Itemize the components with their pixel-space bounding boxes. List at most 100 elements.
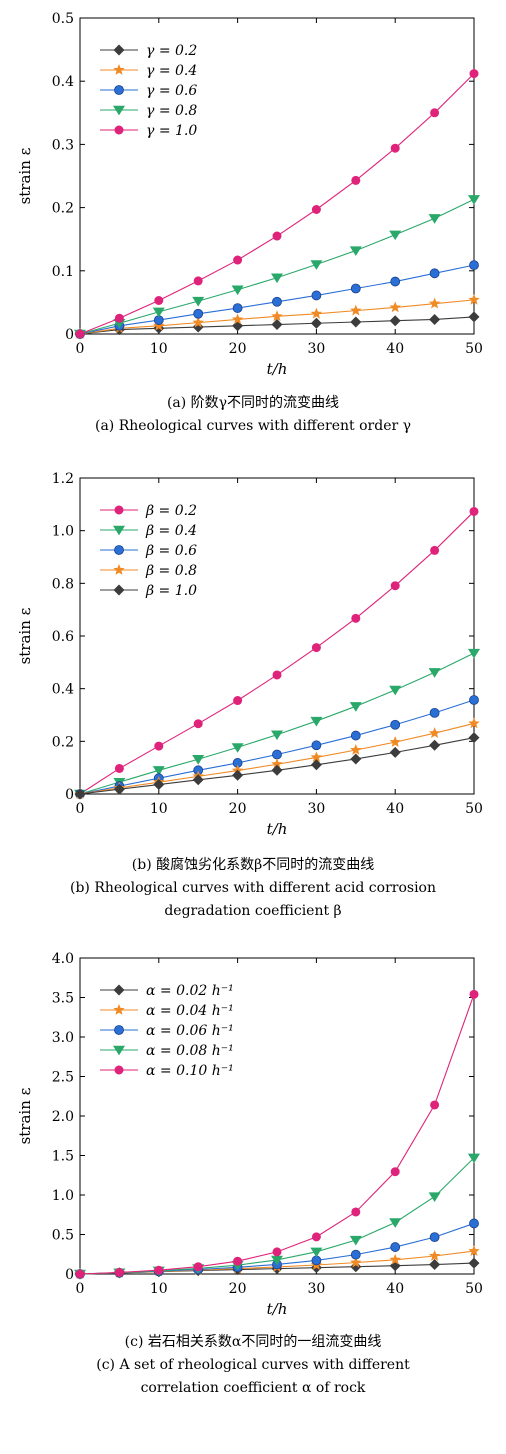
data-point [350,283,361,294]
data-point [429,268,440,279]
x-tick-label: 40 [386,1281,404,1297]
series-c-3 [74,1153,480,1280]
legend-item: β = 0.2 [100,503,197,519]
y-tick-label: 0.4 [52,682,74,698]
data-point [311,643,321,653]
y-tick-label: 1.5 [52,1149,74,1165]
x-tick-label: 50 [465,341,483,357]
series-b-0 [75,506,479,799]
data-point [428,1192,441,1202]
data-point [192,296,205,307]
data-point [231,313,244,325]
data-point [389,1253,401,1265]
data-point [271,730,283,741]
legend-marker [113,584,125,596]
legend-c: α = 0.02 h⁻¹ α = 0.04 h⁻¹ α = 0.06 h⁻¹ α = … [100,983,234,1079]
data-point [152,766,165,776]
data-point [390,581,400,591]
caption-b-en: (b) Rheological curves with different ac… [69,880,436,896]
data-point [390,1167,400,1177]
y-tick-label: 0.2 [52,734,74,750]
data-point [469,989,479,999]
y-axis-label: strain ε [16,1087,34,1144]
data-point [74,788,86,800]
x-tick-label: 50 [465,801,483,817]
x-tick-label: 0 [76,341,85,357]
data-point [468,717,480,729]
data-point [311,290,322,301]
legend-item: γ = 0.4 [100,63,197,79]
data-point [113,783,125,795]
data-point [272,231,282,241]
data-point [272,296,282,307]
legend-marker [113,1004,125,1015]
data-point [428,1249,441,1261]
data-point [192,774,204,786]
data-point [271,319,283,331]
data-point [271,1255,283,1266]
caption-a-cn: (a) 阶数γ不同时的流变曲线 [166,395,340,411]
x-axis-label: t/h [267,820,288,838]
y-tick-label: 0.1 [52,264,74,280]
y-tick-label: 0 [65,787,74,803]
chart-panel-b: 0 10 20 30 40 50 0 0.2 0.4 0.6 0.8 1.0 1.2 t/h strain … [0,460,506,930]
data-point [75,1269,85,1279]
data-point [428,297,441,309]
x-tick-label: 50 [465,1281,483,1297]
chart-b-svg: 0 10 20 30 40 50 0 0.2 0.4 0.6 0.8 1.0 1.2 t/h strain … [16,471,483,838]
data-point [351,1207,361,1217]
chart-panel-a: 0 10 20 30 40 50 0 0.1 0.2 0.3 0.4 0.5 t/h strain ε γ … [0,0,506,450]
legend-item: γ = 0.2 [100,43,197,59]
data-point [469,506,479,516]
y-tick-label: 0.6 [52,629,74,645]
caption-c-en: (c) A set of rheological curves with dif… [96,1357,410,1373]
legend-label: β = 0.6 [145,543,197,559]
data-point [468,732,480,744]
data-point [469,1218,479,1229]
data-point [389,230,402,241]
data-point [350,316,362,328]
data-point [152,307,165,318]
plot-frame-a [79,17,475,335]
data-point [389,746,401,758]
data-point [350,730,361,741]
series-c-4 [75,989,479,1279]
x-tick-label: 40 [386,801,404,817]
data-point [114,1267,124,1277]
data-point [192,755,205,765]
data-point [389,685,402,696]
data-point [389,315,401,327]
data-point [428,727,441,739]
data-point [114,763,124,773]
data-point [349,1235,362,1246]
legend-item: α = 0.06 h⁻¹ [100,1023,234,1039]
legend-label: α = 0.04 h⁻¹ [146,1003,234,1019]
chart-a-svg: 0 10 20 30 40 50 0 0.1 0.2 0.3 0.4 0.5 t/h strain ε γ … [16,11,483,378]
data-point [310,1247,323,1258]
data-point [311,204,321,214]
legend-item: β = 0.6 [100,543,197,559]
series-b-2 [75,695,479,799]
legend-label: α = 0.08 h⁻¹ [146,1043,234,1059]
data-point [429,739,441,751]
data-point [390,143,400,153]
data-point [349,246,362,256]
data-point [310,317,322,329]
legend-label: β = 0.8 [145,563,197,579]
data-point [233,255,243,265]
x-tick-label: 30 [307,1281,325,1297]
series-b-4 [74,732,480,800]
legend-label: β = 0.4 [145,523,197,539]
data-point [389,301,401,313]
data-point [192,316,204,328]
legend-label: β = 0.2 [145,503,197,519]
x-tick-label: 40 [386,341,404,357]
data-point [430,1100,440,1110]
data-point [271,758,283,770]
y-tick-label: 1.0 [52,1188,74,1204]
x-tick-label: 20 [229,341,247,357]
y-tick-label: 0 [65,327,74,343]
legend-item: γ = 0.8 [100,103,197,119]
x-tick-label: 20 [229,1281,247,1297]
data-point [233,696,243,706]
